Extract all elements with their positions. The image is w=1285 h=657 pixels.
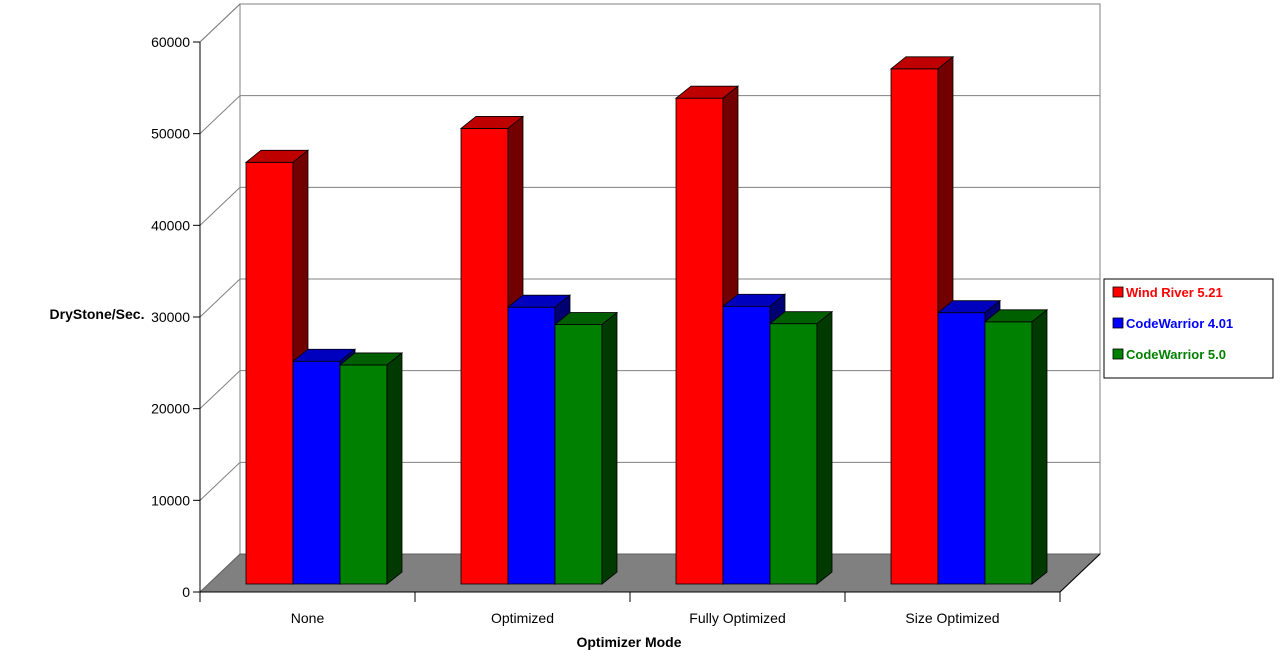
y-tick-label: 40000 [151, 217, 190, 233]
y-tick-label: 50000 [151, 126, 190, 142]
bar-front [769, 323, 818, 585]
legend-swatch [1112, 286, 1124, 298]
bar-side [386, 352, 403, 585]
legend-box [1103, 278, 1274, 379]
y-tick-label: 30000 [151, 309, 190, 325]
bars [244, 56, 1049, 585]
y-tick-label: 10000 [151, 492, 190, 508]
bar-front [292, 360, 341, 585]
bar-front [890, 68, 939, 585]
bar [768, 310, 834, 585]
gridline [199, 3, 1100, 43]
bar [983, 309, 1049, 585]
gridline [199, 186, 1100, 226]
legend-swatch [1112, 317, 1124, 329]
bar-front [245, 161, 294, 585]
bar-front [554, 324, 603, 585]
legend-entry: Wind River 5.21 [1126, 285, 1223, 300]
bar-front [984, 321, 1033, 585]
bar-front [722, 305, 771, 585]
bar [338, 352, 404, 585]
bar-front [675, 97, 724, 585]
bar [553, 311, 619, 585]
gridline [199, 95, 1100, 135]
x-tick-label: Fully Optimized [689, 610, 785, 626]
legend: Wind River 5.21 CodeWarrior 4.01 CodeWarri… [1103, 278, 1274, 379]
bar-side [816, 310, 833, 585]
y-tick-label: 60000 [151, 34, 190, 50]
legend-entry: CodeWarrior 5.0 [1126, 347, 1226, 362]
y-axis-title: DryStone/Sec. [50, 306, 145, 322]
x-axis-title: Optimizer Mode [576, 634, 681, 650]
bar-front [507, 306, 556, 585]
legend-entry: CodeWarrior 4.01 [1126, 316, 1233, 331]
gridline [199, 278, 1100, 318]
y-tick-label: 0 [182, 584, 190, 600]
y-tick-label: 20000 [151, 401, 190, 417]
bar-side [1031, 309, 1048, 585]
bar-front [339, 364, 388, 585]
tick-labels: 0 10000 20000 30000 40000 50000 60000 None Optim… [151, 34, 1061, 626]
x-tick-label: Optimized [491, 610, 554, 626]
bar-front [937, 312, 986, 585]
x-tick-label: None [291, 610, 325, 626]
bar-front [460, 128, 509, 585]
floor-right-edge [1059, 553, 1101, 593]
legend-swatch [1112, 348, 1124, 360]
x-tick-label: Size Optimized [905, 610, 999, 626]
bar [459, 115, 525, 585]
bar-side [601, 311, 618, 585]
